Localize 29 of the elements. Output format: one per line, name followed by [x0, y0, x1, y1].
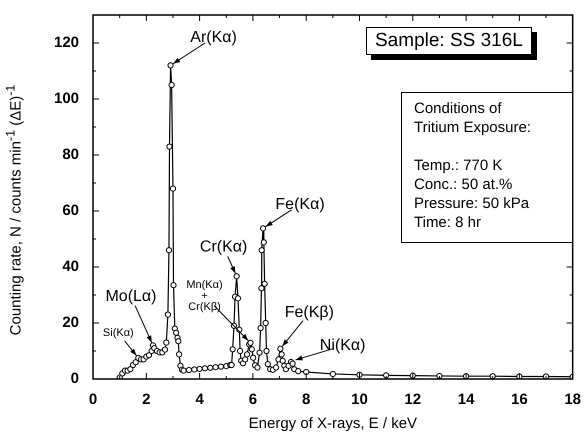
annotation: Fe(Kβ) — [284, 304, 334, 322]
y-tick-label: 60 — [62, 202, 80, 220]
annotation: Ni(Kα) — [320, 337, 366, 354]
y-tick-label: 80 — [62, 146, 80, 164]
annotation: Mo(Lα) — [105, 288, 156, 305]
x-tick-label: 4 — [195, 391, 204, 408]
x-tick-label: 2 — [142, 391, 150, 408]
y-tick-label: 120 — [54, 34, 80, 52]
y-tick-label: 20 — [62, 314, 80, 332]
x-tick-label: 12 — [404, 391, 422, 408]
y-tick-label: 0 — [70, 370, 80, 388]
x-tick-label: 18 — [564, 391, 581, 408]
x-tick-label: 10 — [351, 391, 368, 408]
y-tick-label: 40 — [62, 258, 80, 276]
annotation: Ar(Kα) — [190, 28, 237, 46]
y-tick-label: 100 — [54, 90, 80, 108]
text-box: Conditions of Tritium Exposure: Temp.: 770 K Conc.: 50 at.% Pressure: 50 kPa Time: 8 hr — [401, 92, 573, 243]
annotation: Conditions of Tritium Exposure: — [414, 99, 532, 137]
x-tick-label: 0 — [88, 391, 98, 408]
x-tick-label: 8 — [302, 391, 310, 408]
x-tick-label: 14 — [458, 391, 476, 408]
annotation: Temp.: 770 K Conc.: 50 at.% Pressure: 50 kPa Time: 8 hr — [414, 156, 530, 232]
annotation: Si(Kα) — [102, 327, 134, 340]
annotation: Mn(Kα) + Cr(Kβ) — [186, 278, 223, 313]
x-tick-label: 16 — [511, 391, 528, 408]
annotation: Fe(Kα) — [275, 196, 325, 213]
x-tick-label: 6 — [248, 391, 258, 408]
annotation: Cr(Kα) — [200, 238, 248, 256]
x-axis-title: Energy of X-rays, E / keV — [248, 415, 418, 432]
